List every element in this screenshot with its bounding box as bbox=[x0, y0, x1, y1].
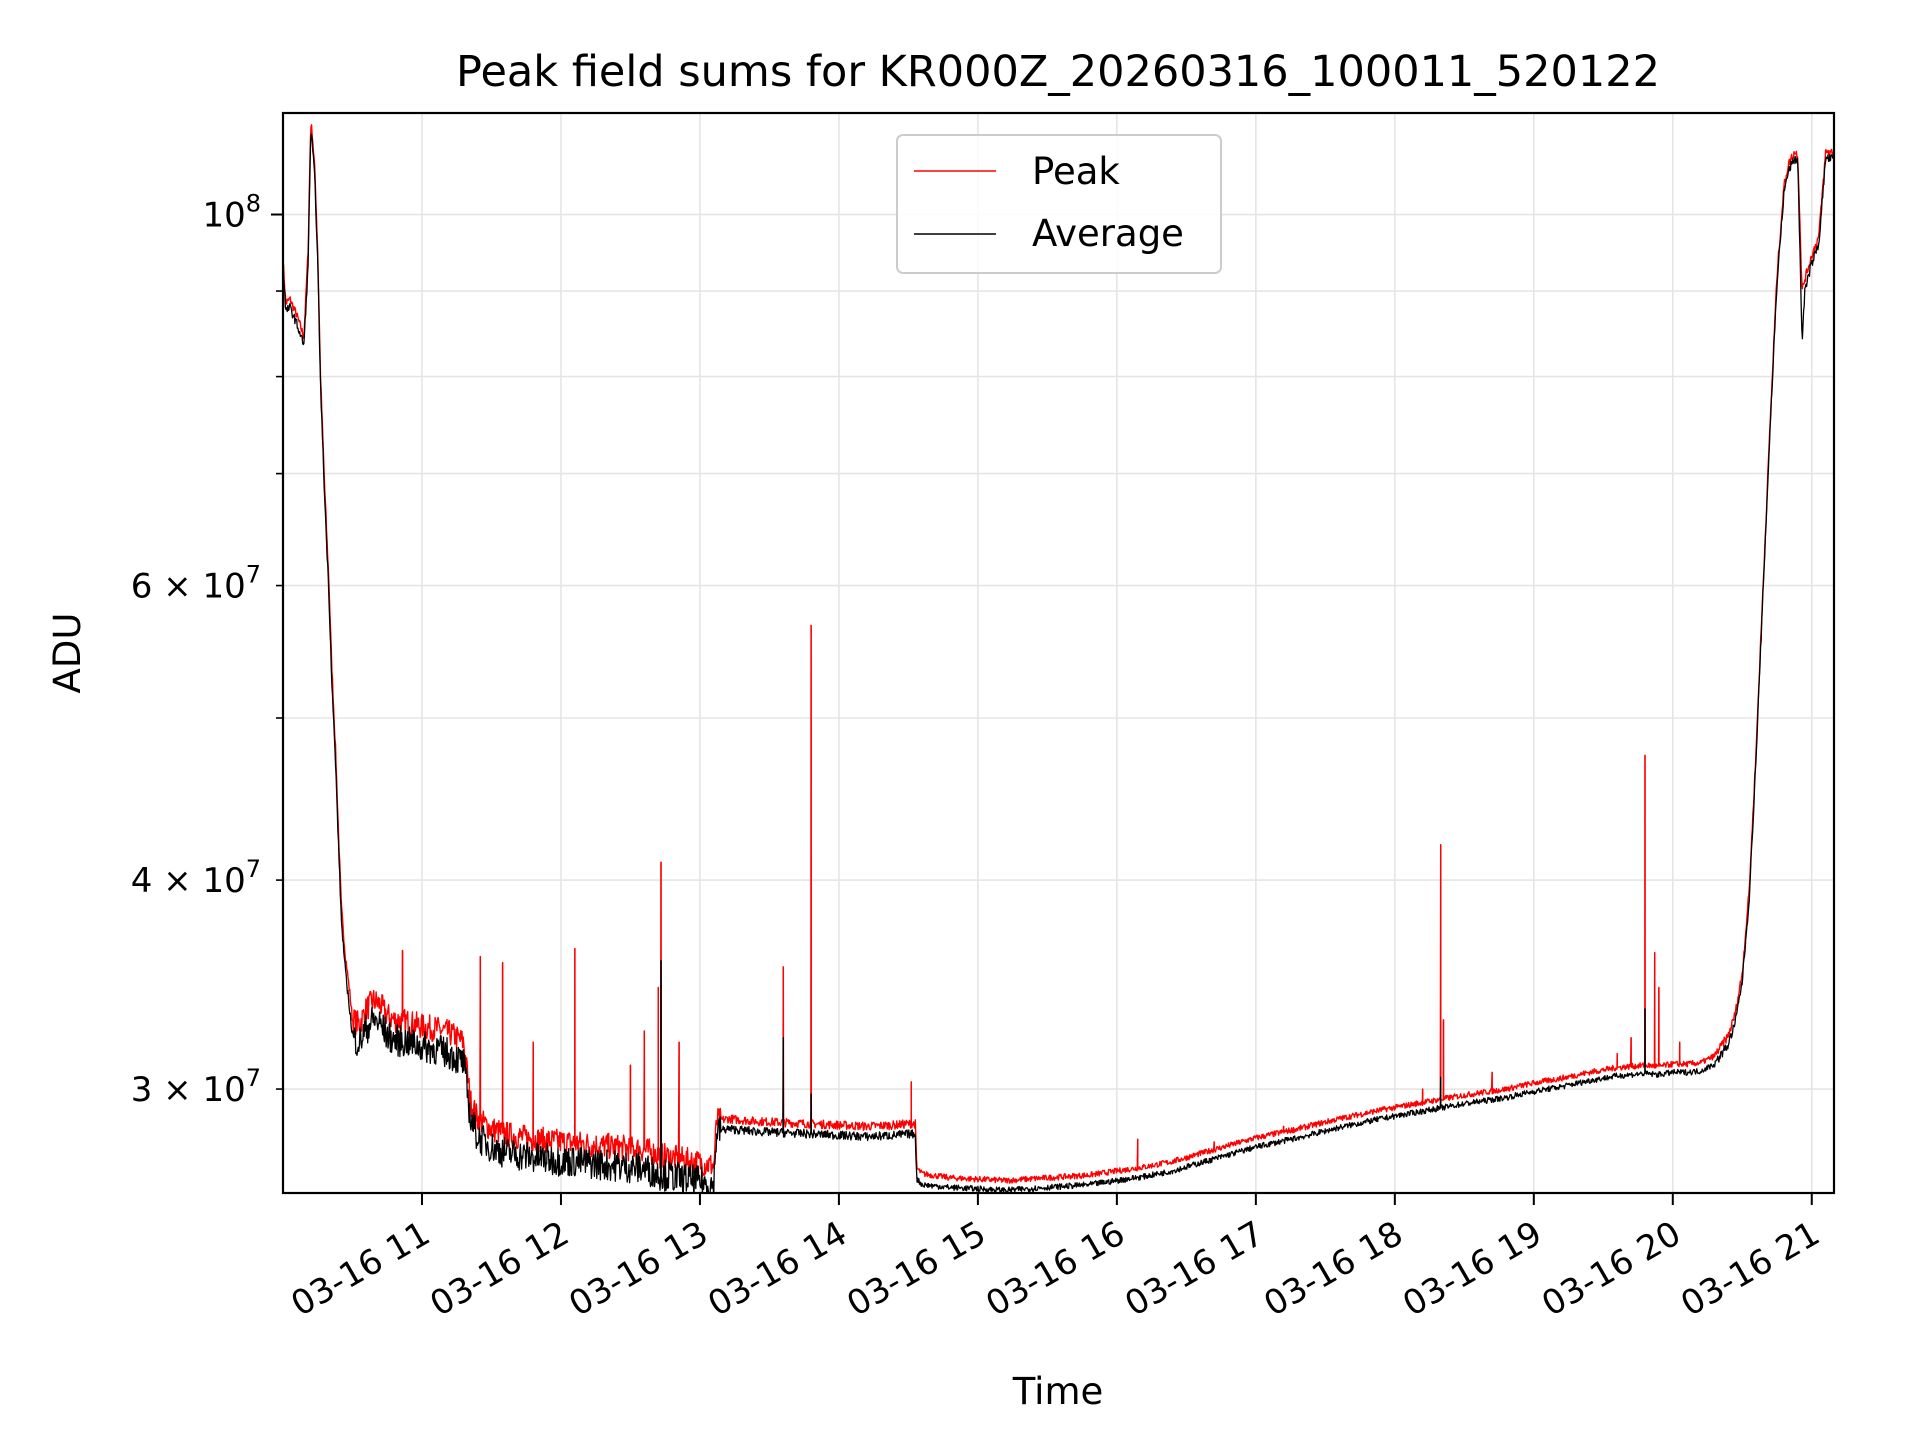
plot-frame bbox=[281, 111, 1836, 1195]
grid bbox=[283, 113, 1834, 1193]
x-tick-label: 03-16 20 bbox=[1535, 1214, 1687, 1325]
y-tick-label: 108 bbox=[202, 190, 261, 236]
plot-lines bbox=[283, 124, 1834, 1193]
legend: Peak Average bbox=[896, 134, 1222, 274]
x-tick-label: 03-16 19 bbox=[1396, 1214, 1548, 1325]
x-tick-label: 03-16 12 bbox=[423, 1214, 575, 1325]
y-tick-label: 3 × 107 bbox=[131, 1064, 261, 1110]
legend-box bbox=[896, 134, 1222, 274]
x-tick-label: 03-16 18 bbox=[1257, 1214, 1409, 1325]
series-line-peak bbox=[283, 124, 1834, 1184]
y-tick-label: 6 × 107 bbox=[131, 561, 261, 607]
x-tick-label: 03-16 17 bbox=[1118, 1214, 1270, 1325]
series-line-average bbox=[283, 133, 1834, 1193]
y-tick-label: 4 × 107 bbox=[131, 855, 261, 901]
x-tick-label: 03-16 14 bbox=[701, 1214, 853, 1325]
chart-title: Peak field sums for KR000Z_20260316_1000… bbox=[456, 47, 1660, 97]
x-tick-label: 03-16 11 bbox=[284, 1214, 436, 1325]
legend-label-peak: Peak bbox=[1032, 150, 1120, 193]
x-tick-label: 03-16 16 bbox=[979, 1214, 1131, 1325]
y-axis: 108 3 × 107 4 × 107 6 × 107 bbox=[131, 190, 283, 1110]
x-tick-label: 03-16 15 bbox=[840, 1214, 992, 1325]
legend-label-average: Average bbox=[1032, 212, 1184, 255]
x-axis-label: Time bbox=[1012, 1370, 1104, 1413]
x-tick-label: 03-16 13 bbox=[562, 1214, 714, 1325]
x-tick-label: 03-16 21 bbox=[1674, 1214, 1826, 1325]
y-axis-label: ADU bbox=[46, 613, 89, 694]
